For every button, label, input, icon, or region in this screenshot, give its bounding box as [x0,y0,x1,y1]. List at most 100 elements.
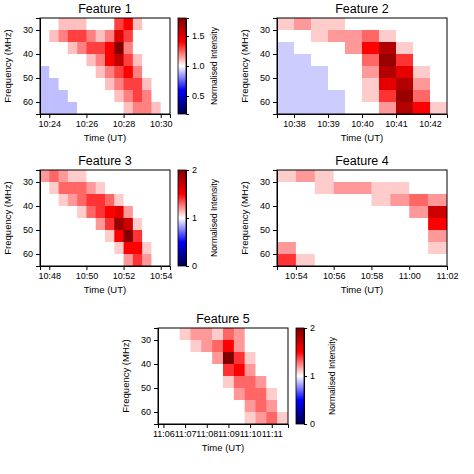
tick-mark [396,114,397,118]
cell [413,42,431,55]
cell [277,18,295,31]
tick-label: 10:56 [323,271,346,281]
tick-mark [273,206,277,207]
colorbar-axis-line [187,171,190,267]
cell [114,78,124,91]
cell [96,102,106,114]
cell [68,194,78,207]
colorbar-axis: 012 [186,165,197,271]
cell [191,376,202,389]
cell [77,90,87,103]
tick-mark [186,266,189,267]
cell [430,54,447,67]
tick: 0 [304,419,315,429]
colorbar-title: Normalised Intensity [209,26,219,105]
cell [49,182,59,195]
cell [59,206,69,219]
cell [124,170,134,183]
cell [133,254,143,266]
cell [49,218,59,231]
cell [96,170,106,183]
plot-frame [277,18,447,114]
tick-label: 11:10 [240,429,262,439]
cell [328,18,346,31]
cell [315,170,334,183]
cell [409,230,428,243]
cell [158,412,169,424]
cell [86,242,96,255]
cell [256,352,267,365]
cell [158,364,169,377]
cell [142,30,152,43]
cell [256,412,267,424]
cell [96,218,106,231]
x-axis: 11:0611:0711:0811:0911:1011:11 [153,424,289,439]
y-axis-title: Frequency (MHz) [239,181,250,254]
cell [40,78,50,91]
tick-label: 2 [310,323,315,333]
cell [161,194,170,207]
cell [428,254,447,266]
x-axis-line [278,115,448,119]
tick-label: 60 [260,97,270,107]
tick: 10:28 [113,114,136,129]
cell [345,102,363,114]
tick-label: 10:28 [113,119,136,129]
cell [315,254,334,266]
cell [334,206,353,219]
cell [371,218,390,231]
cell [158,352,169,365]
cell [396,42,414,55]
cell [328,90,346,103]
tick-mark [49,266,50,270]
x-axis-title: Time (UT) [341,132,383,143]
cell [49,66,59,79]
cell [133,218,143,231]
cell [345,42,363,55]
cell [191,352,202,365]
cell [379,102,397,114]
cell [430,18,447,31]
cell [142,242,152,255]
cell [379,78,397,91]
cell [105,182,115,195]
tick-mark [296,266,297,270]
tick-mark [273,230,277,231]
cell [223,400,234,413]
tick: 1 [304,371,315,381]
cell [142,90,152,103]
tick: 10:54 [150,266,173,281]
cell [49,78,59,91]
tick-label: 11:00 [399,271,421,281]
cell [161,78,170,91]
panel-title: Feature 3 [78,154,132,168]
cell [161,254,170,266]
cell [353,254,372,266]
cell [49,18,59,31]
cell [68,30,78,43]
cell [353,182,372,195]
tick: 10:41 [385,114,408,129]
cell [96,242,106,255]
cell [180,328,191,341]
cell [161,66,170,79]
cell [169,412,180,424]
tick: 60 [23,249,40,259]
cell [413,54,431,67]
cell [161,206,170,219]
tick-label: 60 [141,407,151,417]
cell [201,388,212,401]
cell [191,340,202,353]
cell [428,242,447,255]
cell [212,340,223,353]
cell [180,400,191,413]
tick-label: 11:06 [153,429,175,439]
tick-mark [273,54,277,55]
cell [96,230,106,243]
cell [96,42,106,55]
cell [201,400,212,413]
cell [133,66,143,79]
tick: 1.5 [186,31,205,41]
cell [161,242,170,255]
cell [142,54,152,67]
